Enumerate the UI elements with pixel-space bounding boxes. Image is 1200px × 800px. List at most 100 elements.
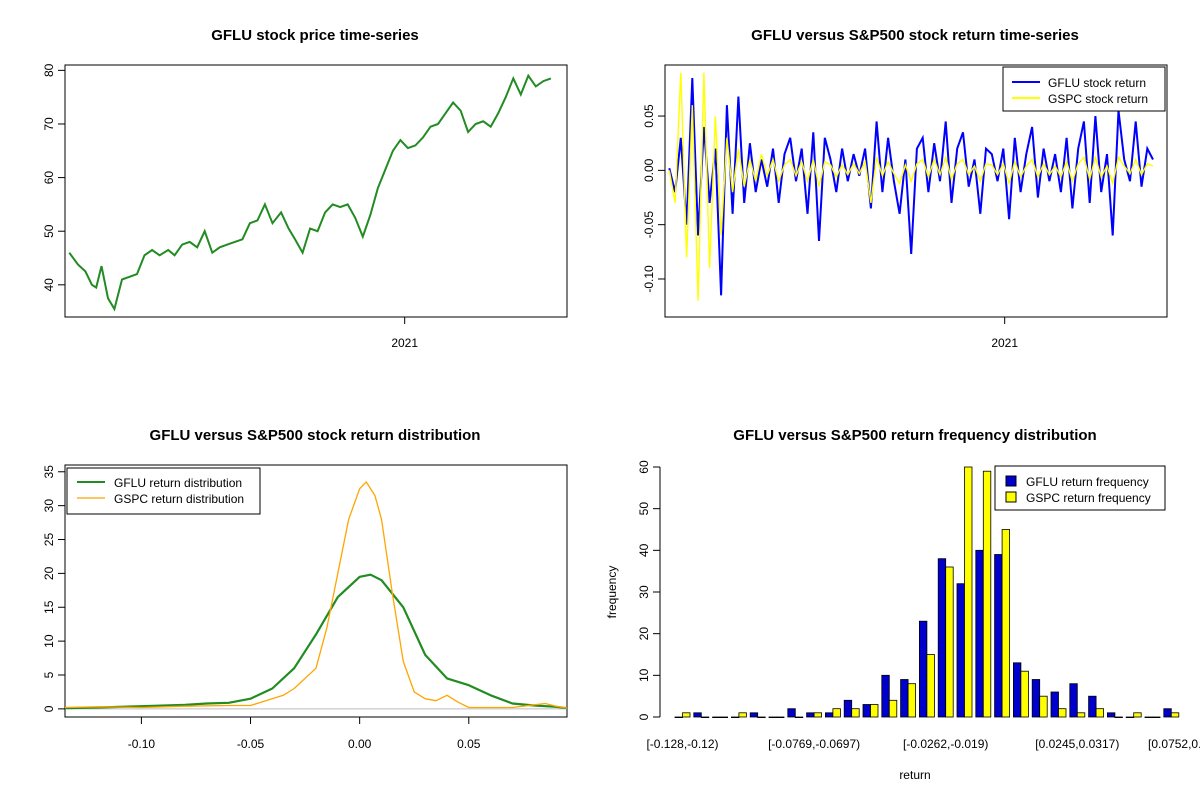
y-tick-label: 40	[42, 278, 56, 292]
gflu-frequency-bar	[1050, 691, 1059, 718]
gspc-frequency-bar	[1170, 712, 1180, 718]
x-axis: 2021	[991, 317, 1018, 350]
gspc-frequency-bar	[1114, 716, 1123, 719]
legend: GFLU return frequency GSPC return freque…	[994, 465, 1166, 511]
legend-label: GFLU return frequency	[1026, 475, 1149, 489]
gflu-frequency-bar	[731, 716, 740, 719]
gflu-frequency-bar	[1125, 716, 1135, 719]
gspc-frequency-bar	[1076, 712, 1086, 718]
gflu-frequency-bar	[1107, 712, 1116, 718]
plot-frame	[664, 64, 1168, 318]
y-tick-label: 20	[42, 566, 56, 580]
gflu-frequency-bar	[806, 712, 815, 718]
gflu-frequency-bar	[956, 583, 965, 718]
gflu-frequency-bar	[937, 558, 947, 718]
y-tick-label: -0.10	[642, 265, 656, 293]
y-tick-label: 10	[42, 634, 56, 648]
y-tick-label: 40	[637, 543, 651, 557]
legend-swatch	[1005, 491, 1017, 503]
gspc-frequency-bar	[776, 716, 785, 719]
y-tick-label: 20	[637, 627, 651, 641]
gflu-frequency-bar	[900, 679, 909, 718]
y-axis: 0 5 10 15 20 25 30 35	[42, 465, 65, 712]
gflu-frequency-bar	[862, 704, 871, 718]
y-tick-label: 0	[42, 705, 56, 712]
legend-label: GFLU return distribution	[114, 476, 242, 490]
gspc-frequency-bar	[907, 683, 916, 718]
gspc-frequency-bar	[888, 699, 898, 718]
legend-box	[994, 465, 1166, 511]
legend-box	[1002, 66, 1166, 112]
legend-label: GFLU stock return	[1048, 76, 1146, 90]
y-tick-label: 30	[637, 585, 651, 599]
gflu-frequency-bar	[1031, 679, 1041, 718]
gspc-frequency-bar	[945, 566, 954, 718]
x-tick-label: [-0.0769,-0.0697)	[768, 737, 860, 751]
gspc-frequency-bar	[1133, 712, 1142, 718]
panel-return-frequency: GFLU versus S&P500 return frequency dist…	[605, 427, 1200, 782]
x-tick-label: 0.00	[348, 737, 372, 751]
x-axis: [-0.128,-0.12) [-0.0769,-0.0697) [-0.0262,…	[646, 737, 1200, 751]
gflu-frequency-bar	[825, 712, 834, 718]
gflu-frequency-bar	[919, 620, 928, 718]
gspc-frequency-bar	[964, 466, 973, 718]
y-tick-label: -0.05	[642, 211, 656, 239]
gspc-frequency-bar	[700, 716, 710, 719]
price-line	[68, 73, 552, 312]
legend-swatch	[1005, 475, 1017, 487]
gspc-frequency-bar	[813, 712, 822, 718]
panel-return-timeseries: GFLU versus S&P500 stock return time-ser…	[642, 27, 1168, 350]
y-tick-label: 30	[42, 499, 56, 513]
y-tick-label: 70	[42, 117, 56, 131]
y-tick-label: 10	[637, 668, 651, 682]
series-layer	[68, 73, 552, 312]
plot-frame	[64, 464, 568, 718]
x-tick-label: 2021	[991, 336, 1018, 350]
y-tick-label: 60	[637, 460, 651, 474]
gflu-frequency-bar	[1013, 662, 1022, 718]
gspc-frequency-bar	[682, 712, 691, 718]
legend-label: GSPC stock return	[1048, 92, 1148, 106]
gflu-frequency-bar	[712, 716, 721, 719]
gflu-frequency-bar	[787, 708, 796, 718]
x-tick-label: [-0.128,-0.12)	[646, 737, 718, 751]
x-tick-label: -0.05	[237, 737, 265, 751]
y-tick-label: 15	[42, 600, 56, 614]
x-axis: 2021	[391, 317, 418, 350]
gflu-frequency-bar	[1163, 708, 1172, 718]
gflu-frequency-bar	[881, 674, 890, 718]
gspc-frequency-bar	[832, 708, 841, 718]
gflu-frequency-bar	[1069, 683, 1078, 718]
y-axis: 40 50 60 70 80	[42, 63, 65, 292]
y-tick-label: 0.05	[642, 104, 656, 128]
y-tick-label: 25	[42, 533, 56, 547]
gspc-frequency-bar	[870, 704, 879, 718]
y-tick-label: 0	[637, 713, 651, 720]
y-axis: 0 10 20 30 40 50 60	[637, 460, 661, 720]
gspc-return-line	[668, 72, 1154, 301]
gspc-frequency-bar	[1020, 670, 1029, 718]
y-tick-label: 35	[42, 465, 56, 479]
gspc-frequency-bar	[926, 654, 935, 718]
panel-price-timeseries: GFLU stock price time-series 4050607080 …	[42, 27, 568, 350]
chart-title: GFLU versus S&P500 return frequency dist…	[733, 427, 1096, 444]
x-tick-label: [0.0245,0.0317)	[1035, 737, 1119, 751]
panel-return-distribution: GFLU versus S&P500 stock return distribu…	[42, 427, 568, 751]
gflu-frequency-bar	[768, 716, 777, 719]
y-tick-label: 5	[42, 671, 56, 678]
gflu-density-line	[64, 573, 568, 710]
gspc-frequency-bar	[738, 712, 747, 718]
x-tick-label: [0.0752,0.0824)	[1148, 737, 1200, 751]
y-axis-label: frequency	[605, 566, 619, 619]
gspc-density-line	[64, 481, 568, 709]
gspc-frequency-bar	[1058, 708, 1067, 718]
y-axis: -0.10 -0.05 0.00 0.05	[642, 104, 665, 293]
plot-frame	[64, 64, 568, 318]
x-tick-label: [-0.0262,-0.019)	[903, 737, 988, 751]
gflu-frequency-bar	[975, 549, 984, 718]
gflu-frequency-bar	[749, 712, 759, 718]
gspc-frequency-bar	[1039, 695, 1048, 718]
gflu-frequency-bar	[1144, 716, 1153, 719]
gspc-frequency-bar	[1152, 716, 1161, 719]
